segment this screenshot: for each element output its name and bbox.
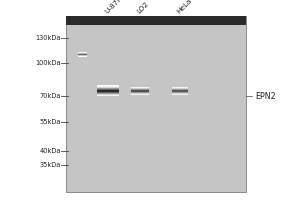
Bar	[97, 88, 119, 89]
Bar	[97, 91, 119, 92]
Text: 55kDa: 55kDa	[39, 119, 61, 125]
Bar	[97, 90, 119, 91]
Bar	[97, 87, 119, 88]
Bar	[66, 16, 246, 192]
Bar	[130, 92, 148, 93]
Bar	[97, 94, 119, 95]
Bar	[130, 94, 148, 95]
Bar	[130, 90, 148, 91]
Bar	[172, 89, 188, 90]
Text: 35kDa: 35kDa	[40, 162, 61, 168]
Text: LO2: LO2	[135, 1, 149, 15]
Bar	[130, 93, 148, 94]
Text: HeLa: HeLa	[176, 0, 193, 15]
Text: EPN2: EPN2	[255, 92, 276, 101]
Text: 40kDa: 40kDa	[39, 148, 61, 154]
Bar	[66, 16, 246, 25]
Bar	[172, 90, 188, 91]
Bar	[172, 91, 188, 92]
Bar	[172, 88, 188, 89]
Bar	[97, 92, 119, 93]
Bar	[130, 89, 148, 90]
Text: 70kDa: 70kDa	[39, 93, 61, 99]
Bar	[172, 94, 188, 95]
Text: 130kDa: 130kDa	[35, 35, 61, 41]
Bar	[172, 92, 188, 93]
Bar	[130, 88, 148, 89]
Bar	[172, 87, 188, 88]
Bar	[97, 85, 119, 86]
Bar	[97, 86, 119, 87]
Bar	[172, 93, 188, 94]
Bar	[97, 93, 119, 94]
Bar	[97, 89, 119, 90]
Text: 100kDa: 100kDa	[35, 60, 61, 66]
Text: U-87MG: U-87MG	[104, 0, 128, 15]
Bar	[97, 95, 119, 96]
Bar	[130, 87, 148, 88]
Bar	[130, 91, 148, 92]
